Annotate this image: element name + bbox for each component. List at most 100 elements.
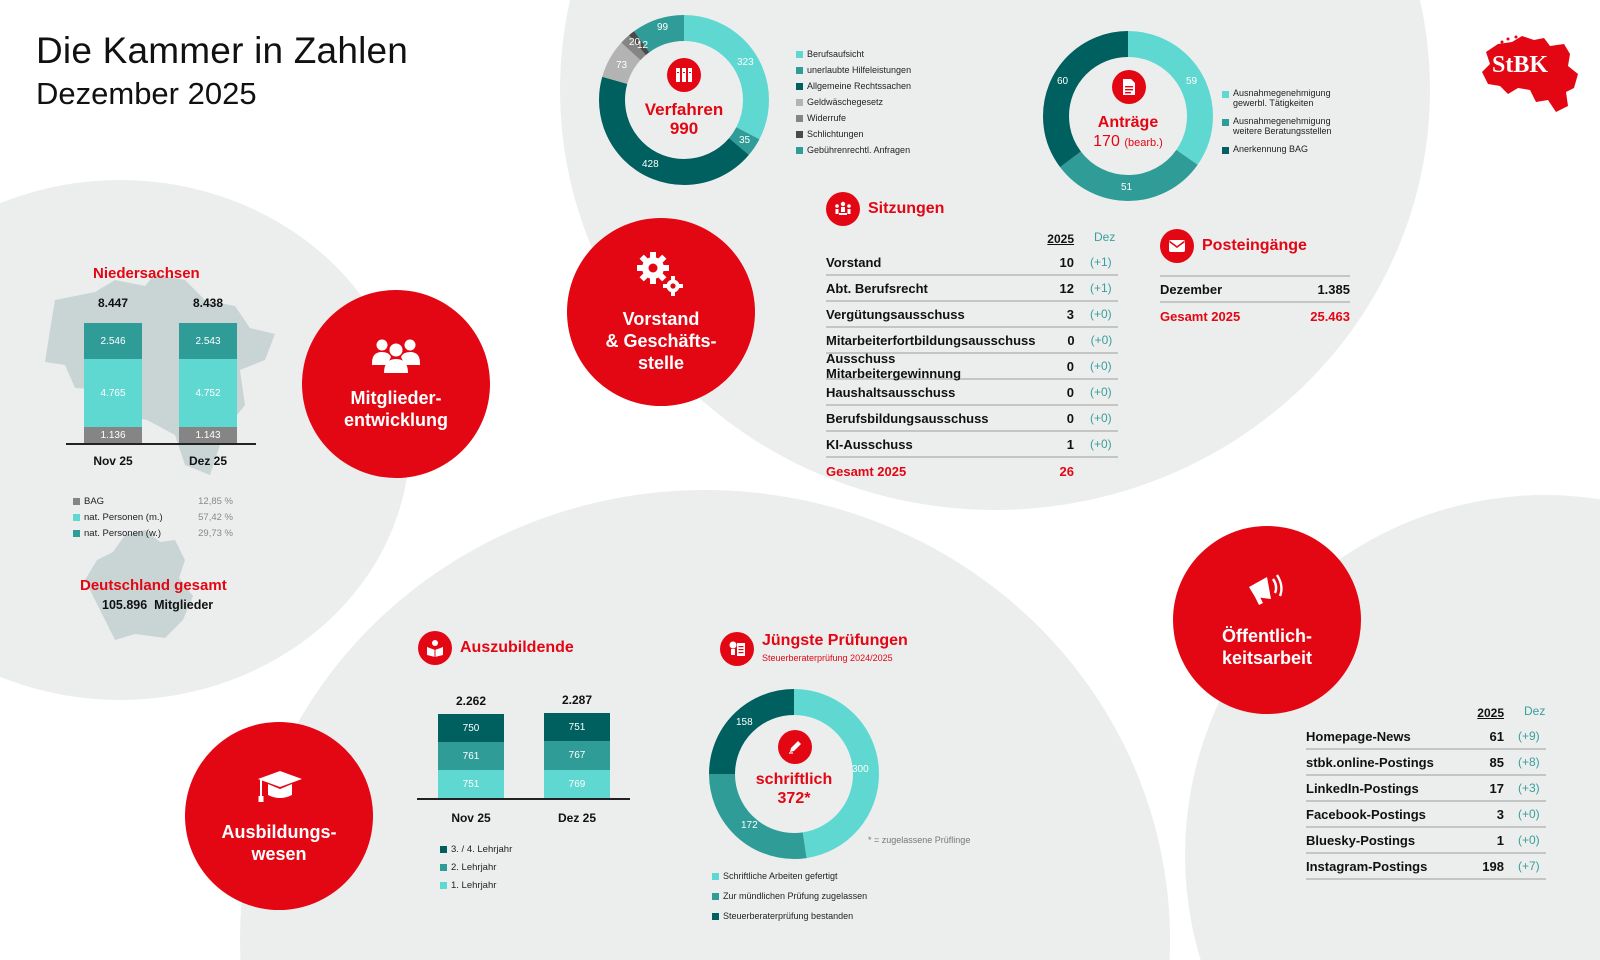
pruefungen-center-value: 372* [777, 790, 811, 807]
category-label-line2: wesen [251, 844, 307, 864]
posteingaenge-title: Posteingänge [1202, 237, 1307, 254]
table-row: Berufsbildungsausschuss 0 (+0) [826, 406, 1118, 432]
germany-total-value: 105.896 Mitglieder [102, 598, 214, 612]
pruefungen-center-icon-badge [778, 730, 812, 764]
legend-item: Geldwäschegesetz [796, 94, 911, 110]
category-label-line1: Vorstand [622, 309, 700, 329]
category-ausbildungswesen[interactable]: Ausbildungs- wesen [185, 722, 373, 910]
table-row: Homepage-News 61 (+9) [1306, 724, 1546, 750]
bg-blob-ausbildung [240, 490, 1170, 960]
category-mitgliederentwicklung[interactable]: Mitglieder- entwicklung [302, 290, 490, 478]
category-label-line1: Mitglieder- [350, 388, 442, 408]
category-vorstand-geschaeftsstelle[interactable]: Vorstand & Geschäfts- stelle [567, 218, 755, 406]
pruefungen-title: Jüngste Prüfungen [762, 632, 908, 649]
page-subtitle: Dezember 2025 [36, 76, 257, 111]
verfahren-legend: Berufsaufsicht unerlaubte Hilfeleistunge… [796, 46, 911, 158]
mitglieder-xlabel-nov: Nov 25 [93, 454, 133, 468]
logo-text: StBK [1492, 52, 1549, 78]
category-oeffentlichkeitsarbeit[interactable]: Öffentlich- keitsarbeit [1173, 526, 1361, 714]
bar-seg-y1: 751 [438, 770, 504, 798]
bar-seg-w: 2.546 [84, 323, 142, 359]
legend-item: Steuerberaterprüfung bestanden [712, 906, 867, 926]
azubi-bar-nov: 750 761 751 [438, 714, 504, 798]
antraege-value-bag: 60 [1057, 76, 1069, 87]
verfahren-value-berufsaufsicht: 323 [737, 57, 754, 68]
category-label-line3: stelle [637, 353, 685, 373]
niedersachsen-map-logo-icon [1482, 35, 1578, 112]
table-row: Vergütungsausschuss 3 (+0) [826, 302, 1118, 328]
verfahren-total: 990 [669, 119, 699, 138]
germany-total-title: Deutschland gesamt [80, 577, 227, 594]
col-header-month: Dez [1094, 230, 1116, 244]
sitzungen-table: 2025 Dez Vorstand 10 (+1) Abt. Berufsrecht… [826, 228, 1118, 484]
verfahren-value-schlichtungen: 12 [637, 40, 649, 51]
legend-swatch [73, 513, 80, 521]
legend-swatch [1222, 91, 1229, 98]
verfahren-icon-badge [667, 58, 701, 92]
verfahren-value-hilfeleistungen: 35 [739, 135, 751, 146]
col-header-year: 2025 [1047, 232, 1074, 246]
bar-seg-bag: 1.136 [84, 427, 142, 443]
bar-seg-y34: 751 [544, 713, 610, 741]
legend-item: 3. / 4. Lehrjahr [440, 840, 512, 858]
bar-seg-w: 2.543 [179, 323, 237, 359]
legend-swatch [712, 892, 719, 900]
legend-swatch [712, 912, 719, 920]
legend-item: Ausnahmegenehmigung gewerbl. Tätigkeiten [1222, 88, 1362, 108]
category-label-line1: Öffentlich- [1222, 626, 1312, 646]
antraege-value-gewerbl: 59 [1186, 76, 1198, 87]
azubi-xlabel-dez: Dez 25 [557, 811, 597, 825]
posteingaenge-icon-badge [1160, 229, 1194, 263]
document-icon [1123, 79, 1135, 95]
legend-swatch [796, 130, 803, 138]
antraege-donut-chart [1043, 31, 1213, 201]
antraege-icon-badge [1112, 70, 1146, 104]
verfahren-value-gebuehren: 99 [657, 22, 669, 33]
pruefungen-donut-chart [709, 689, 879, 859]
legend-item: Ausnahmegenehmigung weitere Beratungsste… [1222, 116, 1362, 136]
auszubildende-title: Auszubildende [460, 639, 574, 656]
legend-swatch [73, 529, 80, 537]
legend-item: Berufsaufsicht [796, 46, 911, 62]
megaphone-icon [1249, 574, 1283, 605]
azubi-bar-dez: 751 767 769 [544, 713, 610, 798]
people-group-icon [372, 339, 420, 373]
col-header-year: 2025 [1477, 706, 1504, 720]
legend-item: Zur mündlichen Prüfung zugelassen [712, 886, 867, 906]
posteingaenge-table: Dezember 1.385 Gesamt 2025 25.463 [1160, 275, 1350, 329]
germany-map-icon [85, 530, 193, 640]
table-row: stbk.online-Postings 85 (+8) [1306, 750, 1546, 776]
legend-swatch [440, 881, 447, 889]
legend-item: Widerrufe [796, 110, 911, 126]
pruefungen-value-muendlich: 172 [741, 820, 758, 831]
bar-seg-m: 4.765 [84, 359, 142, 427]
table-row: Mitarbeiterfortbildungsausschuss 0 (+0) [826, 328, 1118, 354]
category-label-line2: entwicklung [343, 410, 448, 430]
legend-swatch [796, 146, 803, 154]
legend-item: 2. Lehrjahr [440, 858, 512, 876]
legend-item: Anerkennung BAG [1222, 144, 1362, 154]
sitzungen-title: Sitzungen [868, 200, 945, 217]
table-row: Abt. Berufsrecht 12 (+1) [826, 276, 1118, 302]
table-row: Bluesky-Postings 1 (+0) [1306, 828, 1546, 854]
meeting-icon [835, 201, 851, 215]
pruefungen-heading: Jüngste Prüfungen Steuerberaterprüfung 2… [720, 632, 908, 666]
table-row-total: Gesamt 2025 26 [826, 463, 1074, 479]
legend-item: Gebührenrechtl. Anfragen [796, 142, 911, 158]
legend-item-bag: BAG 12,85 % [73, 493, 233, 509]
mitglieder-total-nov: 8.447 [97, 296, 129, 310]
sitzungen-heading: Sitzungen [826, 192, 944, 226]
mitglieder-xlabel-dez: Dez 25 [188, 454, 228, 468]
legend-item: Allgemeine Rechtssachen [796, 78, 911, 94]
sitzungen-rows: Vorstand 10 (+1) Abt. Berufsrecht 12 (+1) Ve… [826, 250, 1118, 484]
legend-swatch [440, 863, 447, 871]
antraege-title: Anträge [1097, 114, 1159, 131]
pruefungen-value-bestanden: 158 [736, 717, 753, 728]
legend-swatch [796, 82, 803, 90]
page-title: Die Kammer in Zahlen [36, 30, 409, 71]
niedersachsen-map-icon [45, 274, 275, 475]
sitzungen-icon-badge [826, 192, 860, 226]
legend-item-m: nat. Personen (m.) 57,42 % [73, 509, 233, 525]
pruefungen-subtitle: Steuerberaterprüfung 2024/2025 [762, 653, 893, 663]
legend-item: Schlichtungen [796, 126, 911, 142]
